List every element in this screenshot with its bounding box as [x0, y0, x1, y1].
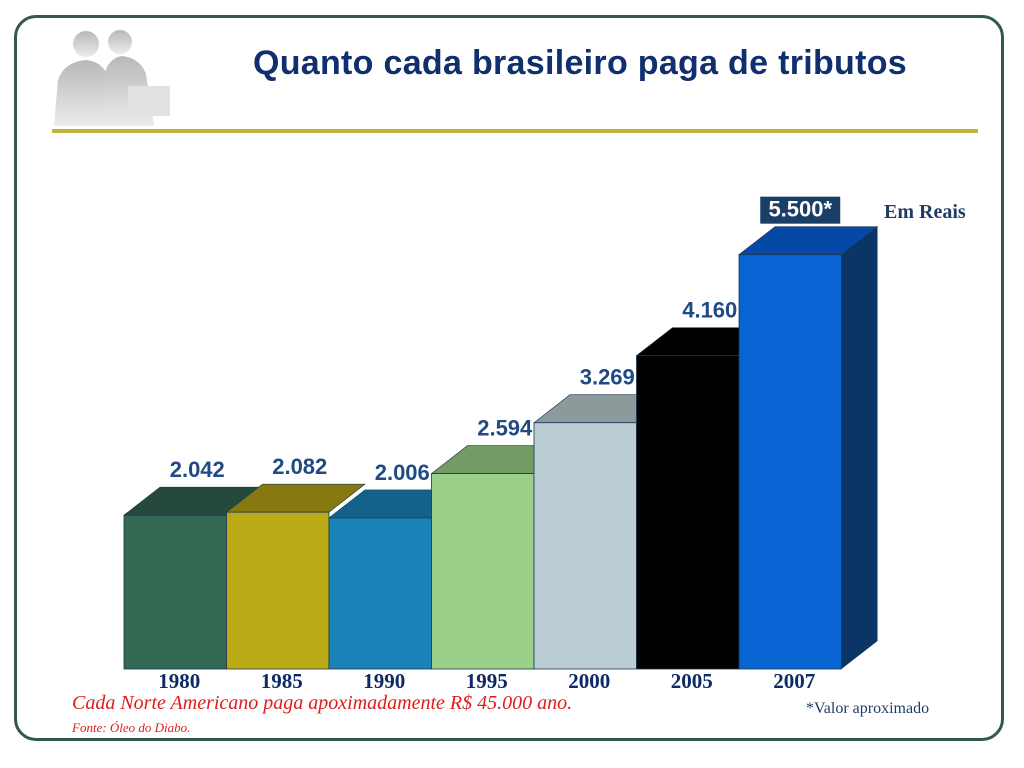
- x-tick-label-1985: 1985: [261, 669, 303, 693]
- x-tick-label-1980: 1980: [158, 669, 200, 693]
- x-tick-label-2000: 2000: [568, 669, 610, 693]
- bar-2007: [738, 254, 842, 670]
- value-label-1995: 2.594: [477, 416, 533, 441]
- value-label-1985: 2.082: [272, 454, 327, 479]
- slide-frame: [14, 15, 1004, 741]
- bar-1990: [328, 517, 432, 670]
- x-tick-label-2007: 2007: [773, 669, 815, 693]
- value-label-2005: 4.160: [682, 298, 737, 323]
- value-label-1980: 2.042: [170, 457, 225, 482]
- comparison-note: Cada Norte Americano paga apoximadamente…: [72, 692, 573, 714]
- value-label-2000: 3.269: [580, 365, 635, 390]
- title-underline: [52, 129, 978, 133]
- bar-2005: [636, 355, 740, 670]
- unit-label: Em Reais: [884, 201, 966, 223]
- value-label-1990: 2.006: [375, 460, 430, 485]
- bar-1985: [226, 511, 330, 670]
- x-tick-label-1990: 1990: [363, 669, 405, 693]
- bar-1980: [123, 514, 227, 670]
- approximate-note: *Valor aproximado: [806, 700, 930, 717]
- business-people-logo-icon: [54, 30, 170, 126]
- page-title: Quanto cada brasileiro paga de tributos: [252, 44, 908, 82]
- source-note: Fonte: Óleo do Diabo.: [72, 720, 191, 735]
- value-label-2007: 5.500*: [768, 197, 832, 222]
- x-tick-label-1995: 1995: [466, 669, 508, 693]
- x-tick-label-2005: 2005: [671, 669, 713, 693]
- bar-2000: [533, 422, 637, 670]
- bar-side-2007: [841, 226, 878, 669]
- value-label-bg-2007: [760, 196, 841, 224]
- bar-1995: [431, 473, 535, 670]
